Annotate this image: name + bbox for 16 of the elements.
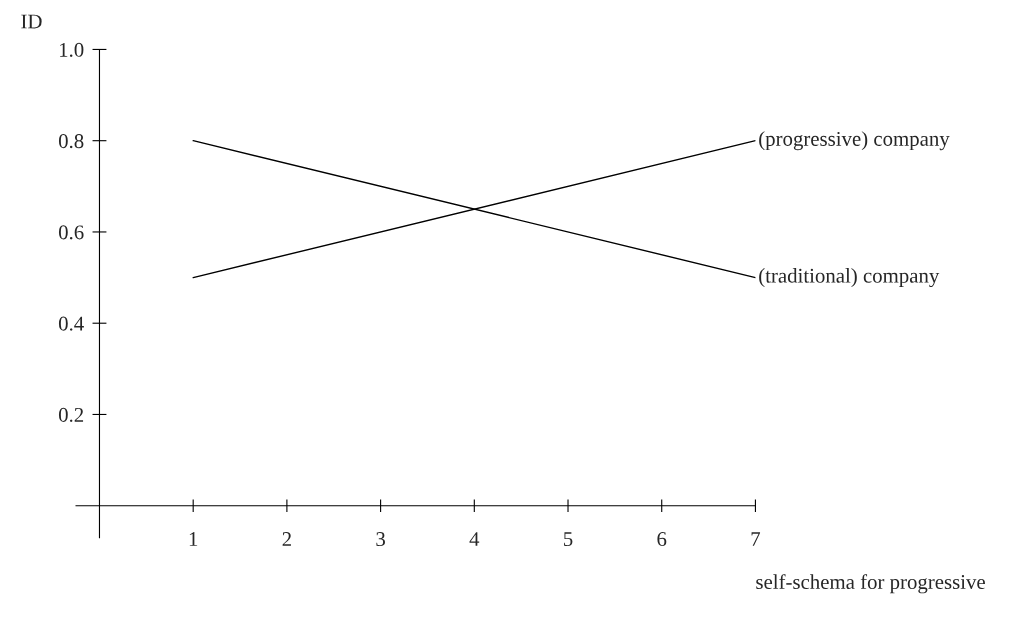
y-axis-title: ID — [21, 14, 42, 29]
series-label: (progressive) company — [759, 131, 950, 151]
y-tick-label: 0.4 — [58, 316, 84, 331]
x-tick-label: 5 — [564, 532, 573, 547]
x-tick-label: 4 — [469, 532, 480, 546]
x-tick-label: 2 — [282, 532, 291, 546]
y-tick-label: 1.0 — [59, 42, 84, 57]
x-tick-label: 7 — [751, 532, 761, 546]
x-tick-label: 6 — [657, 532, 667, 547]
y-tick-label: 0.2 — [58, 407, 84, 422]
series-label: (traditional) company — [759, 268, 940, 288]
x-axis-title: self-schema for progressive — [756, 574, 985, 594]
x-tick-label: 1 — [189, 532, 198, 546]
y-tick-label: 0.6 — [58, 225, 84, 240]
x-tick-label: 3 — [376, 532, 385, 547]
y-tick-label: 0.8 — [58, 134, 84, 149]
